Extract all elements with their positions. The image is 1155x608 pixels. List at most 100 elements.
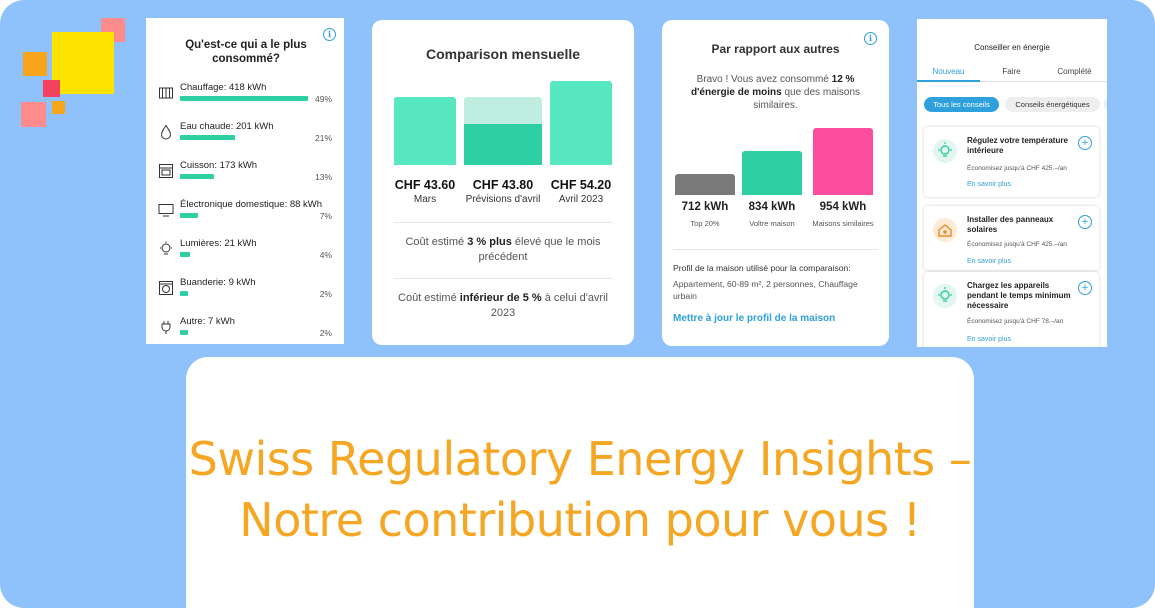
consumption-row: Électronique domestique: 88 kWh 7% [158, 199, 334, 235]
tip-title: Installer des panneaux solaires [967, 215, 1054, 234]
bar-value-label: CHF 43.60 [394, 178, 456, 192]
chip-overflow[interactable] [1104, 97, 1107, 112]
tab-nouveau[interactable]: Nouveau [932, 67, 965, 76]
headline-card: Swiss Regulatory Energy Insights – Notre… [186, 357, 974, 608]
energy-advisor-card: Conseiller en énergie Nouveau Faire Comp… [917, 19, 1107, 347]
info-icon[interactable]: i [323, 28, 336, 41]
bar-value-label: 712 kWh [681, 201, 729, 213]
monitor-icon [158, 202, 174, 218]
consumption-bar [180, 291, 188, 296]
water-drop-icon [158, 124, 174, 140]
house-solar-icon [933, 218, 957, 242]
info-icon[interactable]: i [864, 32, 877, 45]
lightbulb-icon [933, 139, 957, 163]
update-profile-link[interactable]: Mettre à jour le profil de la maison [673, 313, 836, 324]
comparison-others-card: i Par rapport aux autres Bravo ! Vous av… [662, 20, 889, 346]
washing-machine-icon [158, 280, 174, 296]
consumption-bar [180, 213, 198, 218]
bar-category-label: Prévisions d'avril [465, 194, 541, 205]
headline-line-1: Swiss Regulatory Energy Insights – [188, 432, 972, 486]
add-icon[interactable]: + [1078, 215, 1092, 229]
add-icon[interactable]: + [1078, 136, 1092, 150]
consumption-label: Buanderie: 9 kWh [180, 277, 256, 288]
consumption-percent: 4% [319, 250, 332, 260]
consumption-label: Lumières: 21 kWh [180, 238, 257, 249]
bar-category-label: Top 20% [690, 219, 720, 228]
chip-all-tips[interactable]: Tous les conseils [924, 97, 999, 112]
bulb-icon [158, 241, 174, 257]
tip-card[interactable]: Régulez votre température intérieure Éco… [924, 127, 1099, 197]
estimate-vs-last-year: Coût estimé inférieur de 5 % à celui d'a… [398, 292, 608, 319]
consumption-breakdown-card: i Qu'est-ce qui a le plus consommé? Chau… [146, 18, 344, 344]
radiator-icon [158, 85, 174, 101]
consumption-percent: 49% [314, 94, 332, 104]
bar-value-label: CHF 54.20 [550, 178, 612, 192]
card-title: Conseiller en énergie [974, 43, 1050, 52]
comparison-bar [742, 151, 802, 195]
divider [394, 222, 612, 223]
estimate-vs-previous-month: Coût estimé 3 % plus élevé que le mois p… [405, 236, 601, 263]
bar-value-label: 954 kWh [819, 201, 867, 213]
consumption-percent: 21% [314, 133, 332, 143]
chip-energy-tips[interactable]: Conseils énergétiques [1005, 97, 1100, 112]
bar-category-label: Mars [413, 194, 437, 205]
tip-card[interactable]: Chargez les appareils pendant le temps m… [924, 272, 1099, 347]
consumption-percent: 2% [319, 328, 332, 338]
bar-category-label: Avril 2023 [558, 194, 604, 205]
consumption-label: Autre: 7 kWh [180, 316, 235, 327]
tip-title: Chargez les appareils pendant le temps m… [967, 281, 1071, 310]
actual-to-date-bar [464, 124, 542, 165]
month-bar [550, 81, 612, 165]
learn-more-link[interactable]: En savoir plus [967, 181, 1011, 188]
consumption-row: Autre: 7 kWh 2% [158, 316, 334, 352]
profile-description: Appartement, 60-89 m², 2 personnes, Chau… [673, 279, 858, 301]
consumption-bar [180, 96, 308, 101]
tip-saving: Économisez jusqu'à CHF 78.–/an [967, 318, 1064, 325]
consumption-percent: 13% [314, 172, 332, 182]
card-title: Comparison mensuelle [425, 46, 581, 62]
learn-more-link[interactable]: En savoir plus [967, 336, 1011, 343]
oven-icon [158, 163, 174, 179]
consumption-row: Eau chaude: 201 kWh 21% [158, 121, 334, 157]
bar-value-label: 834 kWh [748, 201, 796, 213]
consumption-row: Chauffage: 418 kWh 49% [158, 82, 334, 118]
tab-faire[interactable]: Faire [1002, 67, 1021, 76]
consumption-bar [180, 330, 188, 335]
consumption-row: Cuisson: 173 kWh 13% [158, 160, 334, 196]
tip-title: Régulez votre température intérieure [967, 136, 1068, 155]
consumption-label: Électronique domestique: 88 kWh [180, 199, 323, 210]
divider [673, 249, 878, 250]
card-title: Qu'est-ce qui a le plus consommé? [185, 39, 307, 65]
tip-card[interactable]: Installer des panneaux solaires Économis… [924, 206, 1099, 270]
tip-saving: Économisez jusqu'à CHF 425.–/an [967, 165, 1067, 172]
bar-value-label: CHF 43.80 [472, 178, 534, 192]
comparison-bar [675, 174, 735, 195]
plug-icon [158, 319, 174, 335]
learn-more-link[interactable]: En savoir plus [967, 258, 1011, 265]
comparison-bar [813, 128, 873, 195]
headline-line-2: Notre contribution pour vous ! [239, 493, 921, 547]
profile-title: Profil de la maison utilisé pour la comp… [673, 263, 851, 273]
headline: Swiss Regulatory Energy Insights – Notre… [186, 429, 974, 551]
add-icon[interactable]: + [1078, 281, 1092, 295]
consumption-percent: 7% [319, 211, 332, 221]
monthly-comparison-card: Comparison mensuelle CHF 43.60 Mars CHF 43… [372, 20, 634, 345]
tab-complete[interactable]: Complété [1057, 67, 1092, 76]
lightbulb-icon [933, 284, 957, 308]
bravo-message: Bravo ! Vous avez consommé 12 % d'énergi… [690, 74, 861, 111]
consumption-label: Eau chaude: 201 kWh [180, 121, 274, 132]
active-tab-indicator [917, 80, 980, 82]
card-title: Par rapport aux autres [711, 42, 840, 56]
tip-saving: Économisez jusqu'à CHF 425.–/an [967, 241, 1067, 248]
tab-divider [917, 81, 1107, 82]
consumption-bar [180, 252, 190, 257]
consumption-bar [180, 174, 214, 179]
consumption-label: Chauffage: 418 kWh [180, 82, 267, 93]
bar-category-label: Maisons similaires [812, 219, 874, 228]
consumption-row: Buanderie: 9 kWh 2% [158, 277, 334, 313]
consumption-bar [180, 135, 235, 140]
divider [394, 278, 612, 279]
bar-category-label: Voltre maison [749, 219, 795, 228]
consumption-percent: 2% [319, 289, 332, 299]
